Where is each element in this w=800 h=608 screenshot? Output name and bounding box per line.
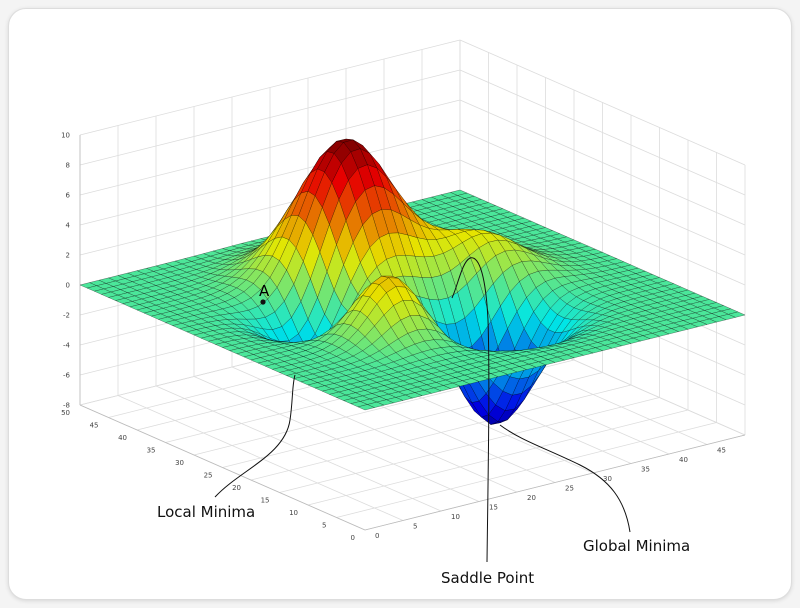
x-tick-label: 15 [489, 504, 498, 512]
x-tick-label: 40 [679, 456, 688, 464]
y-tick-label: 35 [147, 447, 156, 455]
z-tick-label: 2 [66, 252, 70, 260]
surface-cell [357, 404, 376, 411]
y-tick-label: 10 [289, 509, 298, 517]
annotation: Local Minima [157, 503, 255, 521]
y-tick-label: 15 [261, 497, 270, 505]
saddle-point-line [451, 257, 490, 563]
x-tick-label: 35 [641, 466, 650, 474]
z-tick-label: 0 [66, 282, 70, 290]
z-tick-label: -2 [63, 312, 70, 320]
point-a [260, 299, 266, 305]
x-tick-label: 10 [451, 513, 460, 521]
z-tick-label: -8 [63, 402, 70, 410]
annotation: Saddle Point [441, 569, 534, 587]
y-tick-label: 0 [351, 534, 355, 542]
x-tick-label: 25 [565, 485, 574, 493]
z-tick-label: -4 [63, 342, 71, 350]
z-tick-label: 6 [66, 192, 71, 200]
local-minima-line [214, 374, 296, 498]
y-tick-label: 20 [232, 484, 241, 492]
grid-line [222, 372, 603, 468]
z-tick-label: -6 [63, 372, 71, 380]
y-tick-label: 25 [204, 472, 213, 480]
z-tick-label: 8 [66, 162, 70, 170]
y-tick-label: 30 [175, 459, 184, 467]
x-tick-label: 20 [527, 494, 536, 502]
y-tick-label: 5 [322, 522, 326, 530]
axis-line [79, 404, 366, 531]
z-tick-label: 10 [61, 132, 70, 140]
x-tick-label: 5 [413, 523, 417, 531]
y-tick-label: 40 [118, 434, 127, 442]
annotation: Global Minima [583, 537, 690, 555]
y-tick-label: 45 [90, 422, 99, 430]
z-tick-label: 4 [66, 222, 71, 230]
point-label: A [259, 282, 270, 300]
x-tick-label: 30 [603, 475, 612, 483]
x-tick-label: 45 [717, 447, 726, 455]
y-tick-label: 50 [61, 409, 70, 417]
global-minima-line [499, 424, 631, 533]
surface [79, 138, 746, 425]
x-tick-label: 0 [375, 532, 379, 540]
axis-line [364, 434, 746, 531]
